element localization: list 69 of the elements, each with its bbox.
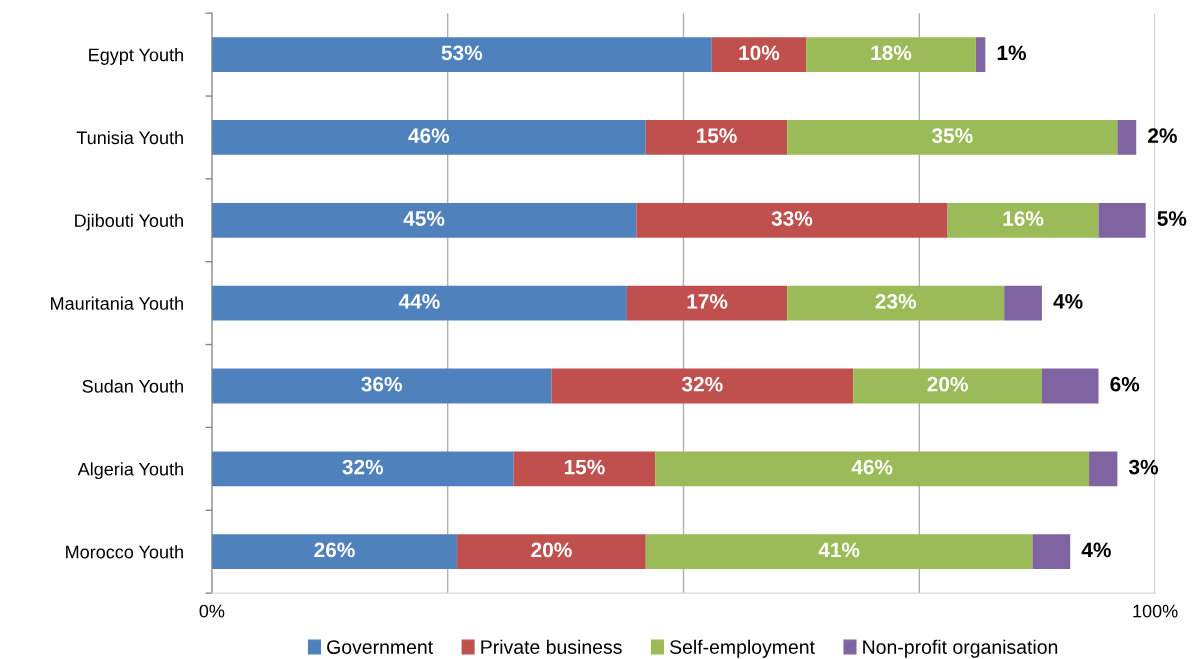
data-label: 23% [875, 293, 917, 309]
y-tick-label: Morocco Youth [66, 545, 183, 559]
bar [211, 368, 552, 404]
bar [626, 285, 788, 321]
bar [513, 451, 656, 487]
bar [211, 285, 627, 321]
y-tick-label: Mauritania Youth [51, 296, 183, 310]
y-tick-label: Egypt Youth [89, 48, 183, 65]
data-label: 1% [997, 45, 1026, 61]
bar [211, 534, 458, 570]
bar [1041, 368, 1099, 404]
data-label: 18% [871, 45, 912, 61]
bar [787, 120, 1118, 155]
y-tick-label: Tunisia Youth [76, 130, 183, 145]
data-label: 32% [681, 376, 723, 392]
data-label: 15% [696, 128, 737, 144]
bar [1032, 534, 1071, 570]
data-label: 15% [564, 459, 605, 475]
legend-label: Self-employment [669, 639, 815, 658]
bar [636, 202, 948, 238]
bar [787, 285, 1005, 321]
data-label: 3% [1128, 459, 1159, 475]
data-label: 36% [361, 376, 402, 392]
data-label: 41% [818, 542, 860, 558]
data-label: 53% [441, 45, 483, 61]
data-label: 33% [771, 211, 813, 226]
data-label: 10% [739, 45, 780, 61]
bar [806, 37, 976, 72]
bar [1098, 202, 1146, 238]
legend-label: Private business [481, 639, 622, 654]
bar [853, 368, 1042, 404]
bar [975, 37, 986, 72]
data-label: 45% [403, 211, 445, 226]
bar [457, 534, 646, 570]
bar [711, 37, 807, 72]
legend-label: Government [327, 640, 433, 654]
data-label: 26% [314, 542, 355, 558]
data-label: 46% [408, 128, 450, 144]
data-label: 46% [851, 459, 893, 475]
data-label: 4% [1081, 542, 1111, 558]
bar [655, 451, 1090, 487]
data-label: 32% [342, 459, 384, 475]
bar [211, 37, 712, 72]
bar [1089, 451, 1118, 487]
data-label: 44% [398, 294, 440, 309]
data-label: 5% [1157, 211, 1187, 226]
x-tick-label: 0% [199, 604, 225, 618]
y-tick-label: Sudan Youth [82, 379, 183, 393]
bar [211, 120, 646, 155]
legend-label: Non-profit organisation [863, 639, 1058, 658]
data-label: 6% [1110, 376, 1140, 392]
data-label: 16% [1003, 211, 1044, 226]
bar [1117, 120, 1137, 155]
data-label: 20% [531, 542, 572, 558]
bar [551, 368, 854, 404]
data-label: 35% [931, 128, 973, 144]
bar [1004, 285, 1042, 321]
data-label: 17% [687, 294, 728, 309]
x-tick-label: 100% [1133, 604, 1178, 618]
y-tick-label: Algeria Youth [77, 462, 183, 480]
bar [211, 202, 637, 238]
data-label: 4% [1053, 294, 1083, 309]
bar [947, 202, 1099, 238]
bar [645, 120, 788, 155]
y-tick-label: Djibouti Youth [75, 213, 183, 231]
bar [211, 451, 514, 487]
data-label: 2% [1148, 128, 1177, 143]
data-label: 20% [927, 376, 968, 392]
bar [645, 534, 1033, 570]
